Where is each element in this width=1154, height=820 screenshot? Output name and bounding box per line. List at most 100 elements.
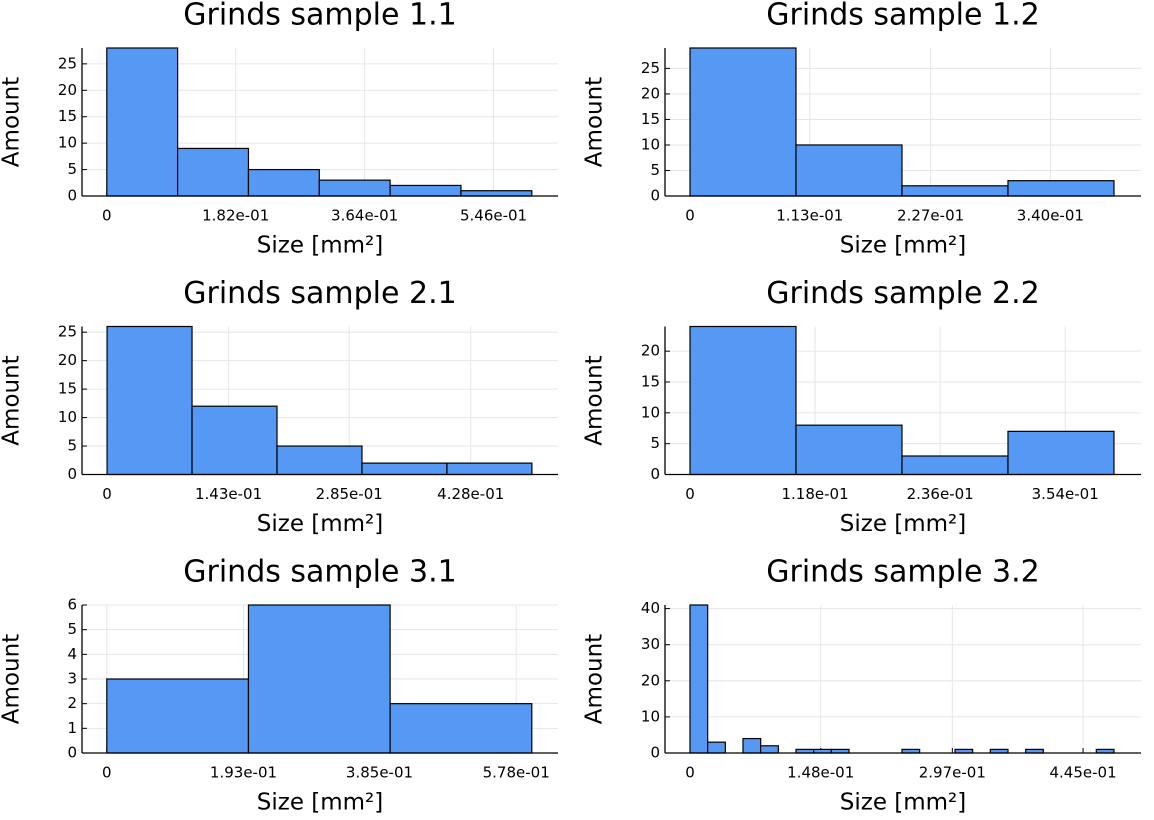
x-tick-label: 2.27e-01	[897, 207, 964, 225]
x-axis-label: Size [mm²]	[257, 511, 384, 537]
bar	[106, 47, 179, 197]
bar	[318, 179, 391, 197]
y-tick-label: 25	[58, 323, 77, 341]
y-tick-label: 2	[67, 694, 77, 712]
y-tick-label: 20	[641, 342, 660, 360]
chart-title: Grinds sample 2.1	[183, 276, 456, 311]
y-tick-label: 0	[67, 465, 77, 483]
y-tick-label: 20	[641, 671, 660, 689]
bar	[361, 462, 448, 476]
y-tick-label: 0	[650, 744, 660, 762]
x-tick-label: 0	[685, 207, 695, 225]
y-tick-label: 15	[58, 380, 77, 398]
x-tick-label: 4.28e-01	[437, 485, 504, 503]
x-tick-label: 3.54e-01	[1032, 485, 1099, 503]
y-axis-label: Amount	[582, 77, 608, 167]
chart-title: Grinds sample 1.1	[183, 0, 456, 33]
chart-title: Grinds sample 2.2	[766, 276, 1039, 311]
bar	[191, 405, 278, 476]
x-tick-label: 0	[685, 485, 695, 503]
y-tick-label: 3	[67, 670, 77, 688]
x-tick-label: 1.43e-01	[195, 485, 262, 503]
x-tick-label: 3.85e-01	[346, 764, 413, 782]
chart-title: Grinds sample 3.2	[766, 555, 1039, 590]
x-axis-label: Size [mm²]	[840, 790, 967, 816]
y-axis-label: Amount	[0, 77, 25, 167]
y-tick-label: 0	[67, 744, 77, 762]
y-tick-label: 10	[58, 408, 77, 426]
bar	[1007, 430, 1115, 476]
y-tick-label: 20	[58, 351, 77, 369]
x-tick-label: 1.18e-01	[782, 485, 849, 503]
y-tick-label: 10	[641, 707, 660, 725]
x-tick-label: 2.85e-01	[316, 485, 383, 503]
x-tick-label: 2.97e-01	[919, 764, 986, 782]
bar	[177, 147, 250, 197]
y-tick-label: 0	[67, 187, 77, 205]
y-tick-label: 0	[650, 187, 660, 205]
y-tick-label: 10	[641, 135, 660, 153]
y-axis-label: Amount	[0, 355, 25, 445]
chart-title: Grinds sample 3.1	[183, 555, 456, 590]
y-tick-label: 15	[641, 110, 660, 128]
y-tick-label: 30	[641, 635, 660, 653]
bar	[901, 185, 1009, 197]
y-axis-label: Amount	[582, 355, 608, 445]
x-tick-label: 3.64e-01	[331, 207, 398, 225]
y-tick-label: 4	[67, 645, 77, 663]
x-axis-label: Size [mm²]	[840, 233, 967, 259]
x-tick-label: 0	[102, 207, 112, 225]
bar	[689, 325, 797, 476]
y-tick-label: 5	[650, 434, 660, 452]
x-axis-label: Size [mm²]	[257, 233, 384, 259]
y-tick-label: 5	[650, 161, 660, 179]
x-tick-label: 0	[685, 764, 695, 782]
chart-title: Grinds sample 1.2	[766, 0, 1039, 33]
x-tick-label: 5.78e-01	[483, 764, 550, 782]
y-axis-label: Amount	[582, 634, 608, 724]
x-tick-label: 2.36e-01	[907, 485, 974, 503]
bar	[446, 462, 533, 476]
bar	[1007, 180, 1115, 197]
y-tick-label: 40	[641, 599, 660, 617]
y-tick-label: 0	[650, 465, 660, 483]
x-tick-label: 0	[102, 764, 112, 782]
x-tick-label: 0	[102, 485, 112, 503]
bar	[276, 445, 363, 476]
bar	[707, 741, 726, 754]
y-tick-label: 10	[58, 134, 77, 152]
y-tick-label: 15	[58, 107, 77, 125]
y-tick-label: 20	[641, 84, 660, 102]
y-tick-label: 5	[67, 160, 77, 178]
x-tick-label: 1.48e-01	[787, 764, 854, 782]
bar	[106, 678, 250, 754]
x-tick-label: 1.93e-01	[210, 764, 277, 782]
bar	[689, 47, 797, 197]
y-tick-label: 5	[67, 437, 77, 455]
x-axis-label: Size [mm²]	[257, 790, 384, 816]
bar	[742, 737, 762, 754]
x-tick-label: 3.40e-01	[1017, 207, 1084, 225]
bar	[689, 604, 709, 754]
x-tick-label: 4.45e-01	[1049, 764, 1116, 782]
y-axis-label: Amount	[0, 634, 25, 724]
bar	[795, 144, 903, 197]
bar	[389, 184, 462, 197]
bar	[247, 168, 320, 197]
bar	[795, 424, 903, 476]
y-tick-label: 6	[67, 596, 77, 614]
bar	[389, 703, 533, 754]
y-tick-label: 15	[641, 373, 660, 391]
bar	[901, 455, 1009, 476]
y-tick-label: 25	[641, 59, 660, 77]
x-tick-label: 5.46e-01	[460, 207, 527, 225]
y-tick-label: 25	[58, 54, 77, 72]
bar	[106, 325, 193, 476]
x-tick-label: 1.13e-01	[776, 207, 843, 225]
y-tick-label: 1	[67, 719, 77, 737]
y-tick-label: 5	[67, 620, 77, 638]
x-tick-label: 1.82e-01	[202, 207, 269, 225]
bar	[460, 190, 533, 197]
x-axis-label: Size [mm²]	[840, 511, 967, 537]
